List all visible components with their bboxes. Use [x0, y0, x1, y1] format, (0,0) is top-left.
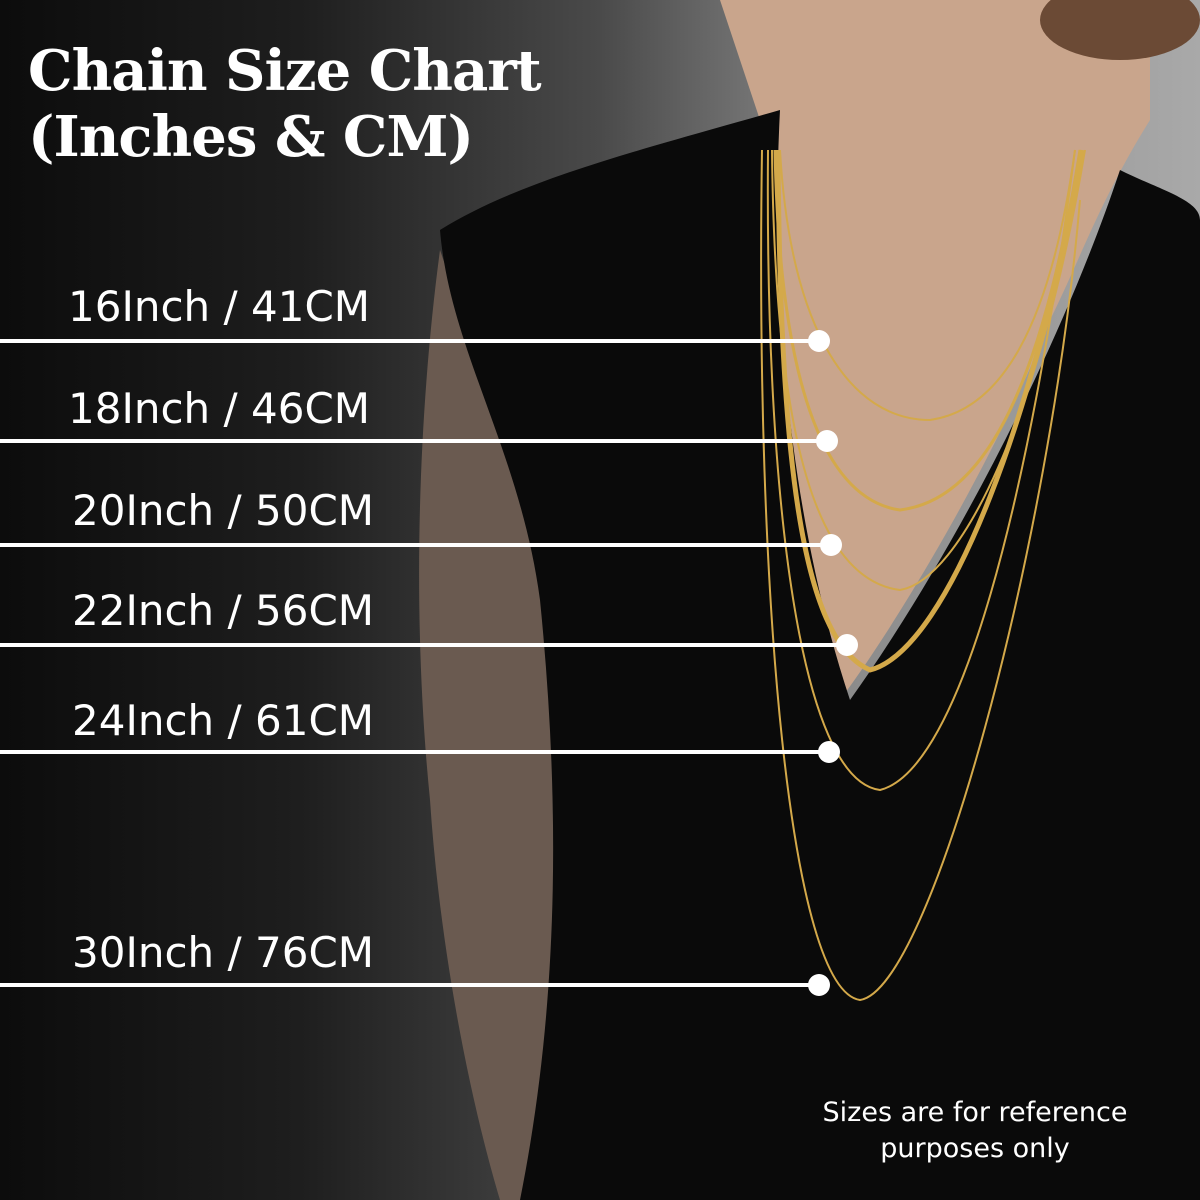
size-line-22	[0, 643, 838, 647]
size-line-30	[0, 983, 810, 987]
chain-16	[779, 149, 1076, 422]
dress	[440, 110, 1200, 1200]
size-line-20	[0, 543, 822, 547]
title-line-1: Chain Size Chart	[28, 38, 542, 104]
size-label-20: 20Inch / 50CM	[72, 486, 375, 535]
chain-18	[773, 149, 1082, 512]
note-line-1: Sizes are for reference	[822, 1097, 1128, 1128]
chain-22	[775, 149, 1085, 673]
size-marker-16	[808, 330, 830, 352]
title-line-2: (Inches & CM)	[28, 104, 474, 170]
size-marker-22	[836, 634, 858, 656]
size-label-18: 18Inch / 46CM	[68, 384, 371, 433]
size-line-24	[0, 750, 820, 754]
chart-title: Chain Size Chart (Inches & CM)	[28, 38, 542, 170]
size-label-30: 30Inch / 76CM	[72, 928, 375, 977]
size-label-16: 16Inch / 41CM	[68, 282, 371, 331]
chains	[760, 149, 1086, 1002]
size-marker-18	[816, 430, 838, 452]
note-line-2: purposes only	[880, 1133, 1070, 1164]
size-marker-30	[808, 974, 830, 996]
size-line-18	[0, 439, 818, 443]
size-line-16	[0, 339, 810, 343]
chain-24	[766, 149, 1076, 792]
size-label-22: 22Inch / 56CM	[72, 586, 375, 635]
hair	[1040, 0, 1200, 60]
neck-skin	[720, 0, 1150, 700]
size-marker-20	[820, 534, 842, 556]
size-marker-24	[818, 741, 840, 763]
size-label-24: 24Inch / 61CM	[72, 696, 375, 745]
chain-30	[760, 149, 1081, 1002]
reference-note: Sizes are for reference purposes only	[790, 1095, 1160, 1167]
